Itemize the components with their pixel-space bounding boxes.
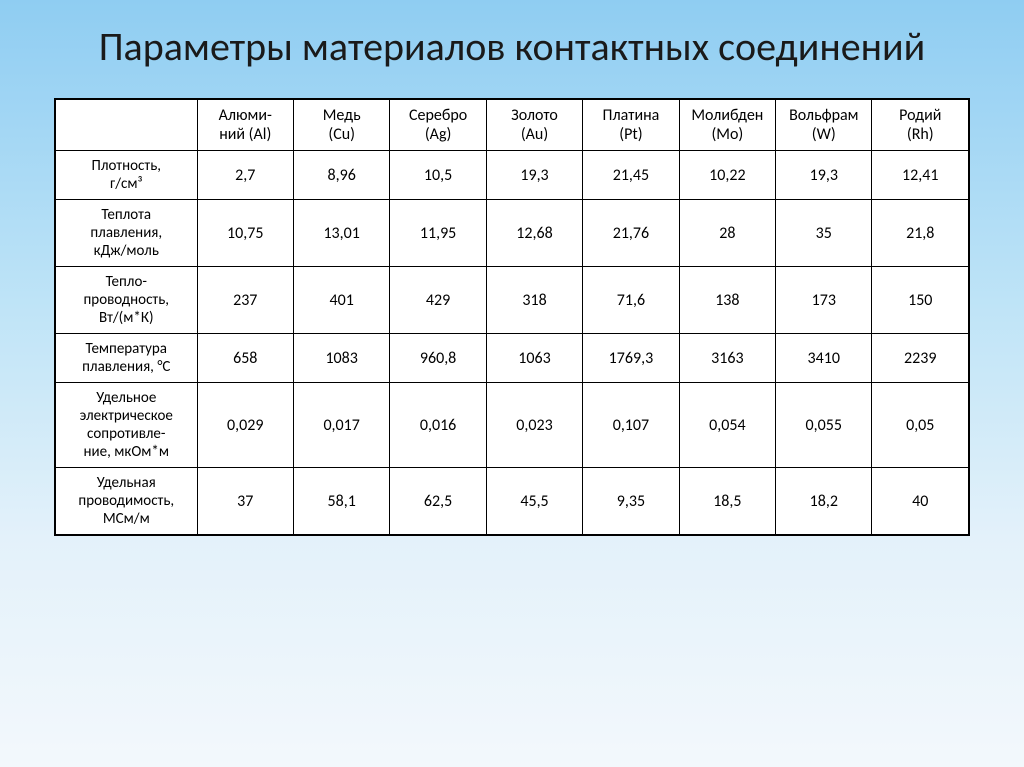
table-cell: 3163 <box>679 334 775 383</box>
table-cell: 1083 <box>293 334 389 383</box>
table-cell: 0,054 <box>679 383 775 468</box>
table-cell: 10,75 <box>197 200 293 267</box>
table-row: Удельнаяпроводимость,МСм/м3758,162,545,5… <box>56 468 969 535</box>
table-row: Плотность,г/см³2,78,9610,519,321,4510,22… <box>56 151 969 200</box>
table-cell: 45,5 <box>486 468 582 535</box>
table-row: Удельноеэлектрическоесопротивле-ние, мкО… <box>56 383 969 468</box>
table-cell: 658 <box>197 334 293 383</box>
table-cell: 3410 <box>776 334 872 383</box>
table-cell: 0,029 <box>197 383 293 468</box>
table-cell: 58,1 <box>293 468 389 535</box>
table-cell: 19,3 <box>776 151 872 200</box>
table-cell: 2239 <box>872 334 969 383</box>
table-cell: 9,35 <box>583 468 679 535</box>
materials-table: Алюми-ний (Al) Медь(Cu) Серебро(Ag) Золо… <box>55 99 969 535</box>
table-cell: 35 <box>776 200 872 267</box>
table-cell: 11,95 <box>390 200 486 267</box>
table-cell: 237 <box>197 267 293 334</box>
table-cell: 21,45 <box>583 151 679 200</box>
table-cell: 18,5 <box>679 468 775 535</box>
header-material: Молибден(Mo) <box>679 100 775 151</box>
header-material: Золото(Au) <box>486 100 582 151</box>
header-material: Родий(Rh) <box>872 100 969 151</box>
table-cell: 173 <box>776 267 872 334</box>
row-label: Удельнаяпроводимость,МСм/м <box>56 468 198 535</box>
table-cell: 0,055 <box>776 383 872 468</box>
table-cell: 21,76 <box>583 200 679 267</box>
row-label: Тепло-проводность,Вт/(м*К) <box>56 267 198 334</box>
table-cell: 10,5 <box>390 151 486 200</box>
table-cell: 138 <box>679 267 775 334</box>
row-label: Удельноеэлектрическоесопротивле-ние, мкО… <box>56 383 198 468</box>
table-cell: 62,5 <box>390 468 486 535</box>
header-material: Платина(Pt) <box>583 100 679 151</box>
row-label: Температураплавления, °С <box>56 334 198 383</box>
header-material: Вольфрам(W) <box>776 100 872 151</box>
row-label: Плотность,г/см³ <box>56 151 198 200</box>
materials-table-container: Алюми-ний (Al) Медь(Cu) Серебро(Ag) Золо… <box>54 98 970 536</box>
table-cell: 40 <box>872 468 969 535</box>
table-cell: 0,107 <box>583 383 679 468</box>
table-cell: 28 <box>679 200 775 267</box>
slide-title: Параметры материалов контактных соединен… <box>0 0 1024 80</box>
header-material: Алюми-ний (Al) <box>197 100 293 151</box>
table-cell: 37 <box>197 468 293 535</box>
table-row: Теплотаплавления,кДж/моль10,7513,0111,95… <box>56 200 969 267</box>
table-cell: 0,016 <box>390 383 486 468</box>
table-row: Температураплавления, °С6581083960,81063… <box>56 334 969 383</box>
table-body: Плотность,г/см³2,78,9610,519,321,4510,22… <box>56 151 969 535</box>
table-cell: 318 <box>486 267 582 334</box>
slide: { "title": "Параметры материалов контакт… <box>0 0 1024 767</box>
table-cell: 12,41 <box>872 151 969 200</box>
table-cell: 12,68 <box>486 200 582 267</box>
table-row: Тепло-проводность,Вт/(м*К)23740142931871… <box>56 267 969 334</box>
table-header-row: Алюми-ний (Al) Медь(Cu) Серебро(Ag) Золо… <box>56 100 969 151</box>
header-material: Серебро(Ag) <box>390 100 486 151</box>
table-cell: 1769,3 <box>583 334 679 383</box>
table-cell: 401 <box>293 267 389 334</box>
table-cell: 71,6 <box>583 267 679 334</box>
table-cell: 429 <box>390 267 486 334</box>
row-label: Теплотаплавления,кДж/моль <box>56 200 198 267</box>
header-material: Медь(Cu) <box>293 100 389 151</box>
table-cell: 1063 <box>486 334 582 383</box>
table-cell: 18,2 <box>776 468 872 535</box>
table-cell: 150 <box>872 267 969 334</box>
table-cell: 21,8 <box>872 200 969 267</box>
table-cell: 19,3 <box>486 151 582 200</box>
header-corner <box>56 100 198 151</box>
table-cell: 0,05 <box>872 383 969 468</box>
table-cell: 8,96 <box>293 151 389 200</box>
table-cell: 0,023 <box>486 383 582 468</box>
table-cell: 13,01 <box>293 200 389 267</box>
table-cell: 2,7 <box>197 151 293 200</box>
table-cell: 960,8 <box>390 334 486 383</box>
table-cell: 0,017 <box>293 383 389 468</box>
table-cell: 10,22 <box>679 151 775 200</box>
